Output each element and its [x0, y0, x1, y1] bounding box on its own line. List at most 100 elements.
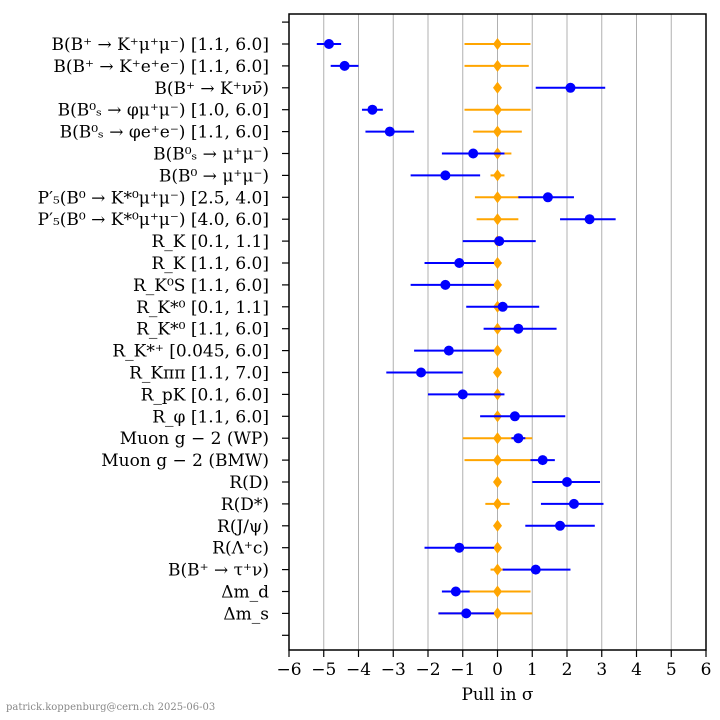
measurement-marker	[339, 60, 350, 71]
measurement-marker	[513, 323, 524, 334]
observable-label: B(B⁰ₛ → φe⁺e⁻) [1.1, 6.0]	[60, 123, 269, 143]
prediction-marker	[493, 607, 502, 620]
observable-label: B(B⁰ₛ → μ⁺μ⁻)	[153, 145, 269, 165]
x-axis-title: Pull in σ	[461, 685, 533, 705]
prediction-marker	[493, 81, 502, 94]
observable-label: Muon g − 2 (BMW)	[101, 451, 269, 471]
prediction-marker	[493, 257, 502, 269]
observable-row	[474, 191, 574, 204]
prediction-marker	[493, 476, 502, 488]
observable-row	[462, 432, 533, 445]
observable-row	[365, 125, 522, 138]
observable-row	[410, 278, 502, 291]
measurement-marker	[509, 411, 520, 422]
measurement-marker	[494, 236, 505, 247]
measurement-marker	[454, 258, 465, 268]
x-tick-label: 6	[701, 660, 712, 680]
observable-label: B(B⁰ → μ⁺μ⁻)	[159, 166, 269, 186]
measurement-marker	[537, 455, 548, 466]
prediction-marker	[493, 169, 502, 182]
measurement-marker	[530, 564, 541, 575]
measurement-marker	[568, 498, 579, 509]
observable-row	[493, 476, 601, 488]
observable-row	[441, 147, 512, 160]
measurement-marker	[384, 126, 395, 137]
observable-label: Muon g − 2 (WP)	[120, 429, 269, 449]
prediction-marker	[493, 103, 502, 116]
measurement-marker	[440, 279, 451, 290]
observable-row	[330, 59, 529, 72]
measurement-marker	[450, 586, 461, 597]
x-tick-label: −6	[276, 660, 301, 680]
prediction-marker	[493, 125, 502, 138]
observable-label: P′₅(B⁰ → K*⁰μ⁺μ⁻) [4.0, 6.0]	[38, 210, 269, 230]
prediction-marker	[493, 213, 502, 226]
measurement-marker	[416, 367, 427, 378]
x-tick-label: 2	[562, 660, 573, 680]
x-tick-label: −2	[415, 660, 440, 680]
observable-row	[493, 81, 606, 94]
prediction-marker	[493, 38, 502, 50]
prediction-marker	[493, 59, 502, 72]
x-axis: −6 −5 −4 −3 −2 −1 0 1 2 3 4 5 6	[276, 650, 711, 680]
x-tick-label: 3	[596, 660, 607, 680]
measurement-marker	[513, 433, 524, 444]
x-tick-label: 1	[527, 660, 538, 680]
observable-row	[462, 235, 536, 248]
prediction-marker	[493, 541, 502, 554]
observable-row	[316, 38, 531, 50]
x-tick-label: 0	[492, 660, 503, 680]
measurement-marker	[461, 608, 472, 619]
observable-row	[466, 300, 540, 313]
x-tick-label: −1	[450, 660, 475, 680]
prediction-marker	[493, 432, 502, 445]
x-tick-label: 5	[666, 660, 677, 680]
observable-row	[428, 388, 505, 401]
observable-label: R_K [0.1, 1.1]	[151, 232, 269, 252]
observable-label: R_K⁰S [1.1, 6.0]	[133, 276, 269, 296]
measurement-marker	[584, 214, 595, 225]
observable-label: R_K*⁰ [0.1, 1.1]	[136, 298, 269, 318]
observable-label: R(J/ψ)	[217, 517, 269, 537]
observable-label: Δm_s	[223, 604, 269, 624]
prediction-marker	[493, 366, 502, 379]
prediction-marker	[493, 344, 502, 357]
observable-row	[493, 519, 595, 532]
observable-label: R(D)	[229, 473, 269, 493]
observable-row	[476, 213, 616, 226]
prediction-marker	[493, 563, 502, 576]
observable-label: B(B⁺ → K⁺μ⁺μ⁻) [1.1, 6.0]	[51, 35, 269, 55]
observable-row	[490, 563, 571, 576]
measurement-marker	[323, 39, 334, 49]
observable-label: R_K [1.1, 6.0]	[151, 254, 269, 274]
measurement-marker	[443, 345, 454, 356]
observable-label: R(Λ⁺c)	[212, 539, 269, 559]
measurement-marker	[367, 104, 378, 115]
observable-label: R_K*⁺ [0.045, 6.0]	[112, 342, 269, 362]
prediction-marker	[493, 454, 502, 467]
observable-row	[424, 541, 502, 554]
measurement-marker	[565, 82, 576, 93]
observable-label: R_K*⁰ [1.1, 6.0]	[136, 320, 269, 340]
observable-label: R_φ [1.1, 6.0]	[152, 407, 269, 427]
measurement-marker	[497, 301, 508, 312]
measurement-marker	[555, 520, 566, 531]
prediction-marker	[493, 585, 502, 598]
observable-label: R_Kππ [1.1, 7.0]	[129, 364, 269, 384]
observable-row	[438, 607, 533, 620]
observable-label: B(B⁺ → τ⁺ν)	[168, 561, 269, 581]
observable-row	[441, 585, 531, 598]
plot-frame	[288, 13, 707, 651]
measurement-marker	[457, 389, 468, 400]
x-tick-label: −5	[311, 660, 336, 680]
observable-label: B(B⁺ → K⁺e⁺e⁻) [1.1, 6.0]	[53, 57, 269, 77]
observable-row	[424, 257, 502, 269]
observable-row	[410, 169, 505, 182]
measurement-marker	[454, 542, 465, 553]
prediction-marker	[493, 497, 502, 510]
prediction-marker	[493, 519, 502, 532]
measurement-marker	[542, 192, 553, 203]
observable-row	[414, 344, 502, 357]
x-tick-label: −4	[346, 660, 371, 680]
